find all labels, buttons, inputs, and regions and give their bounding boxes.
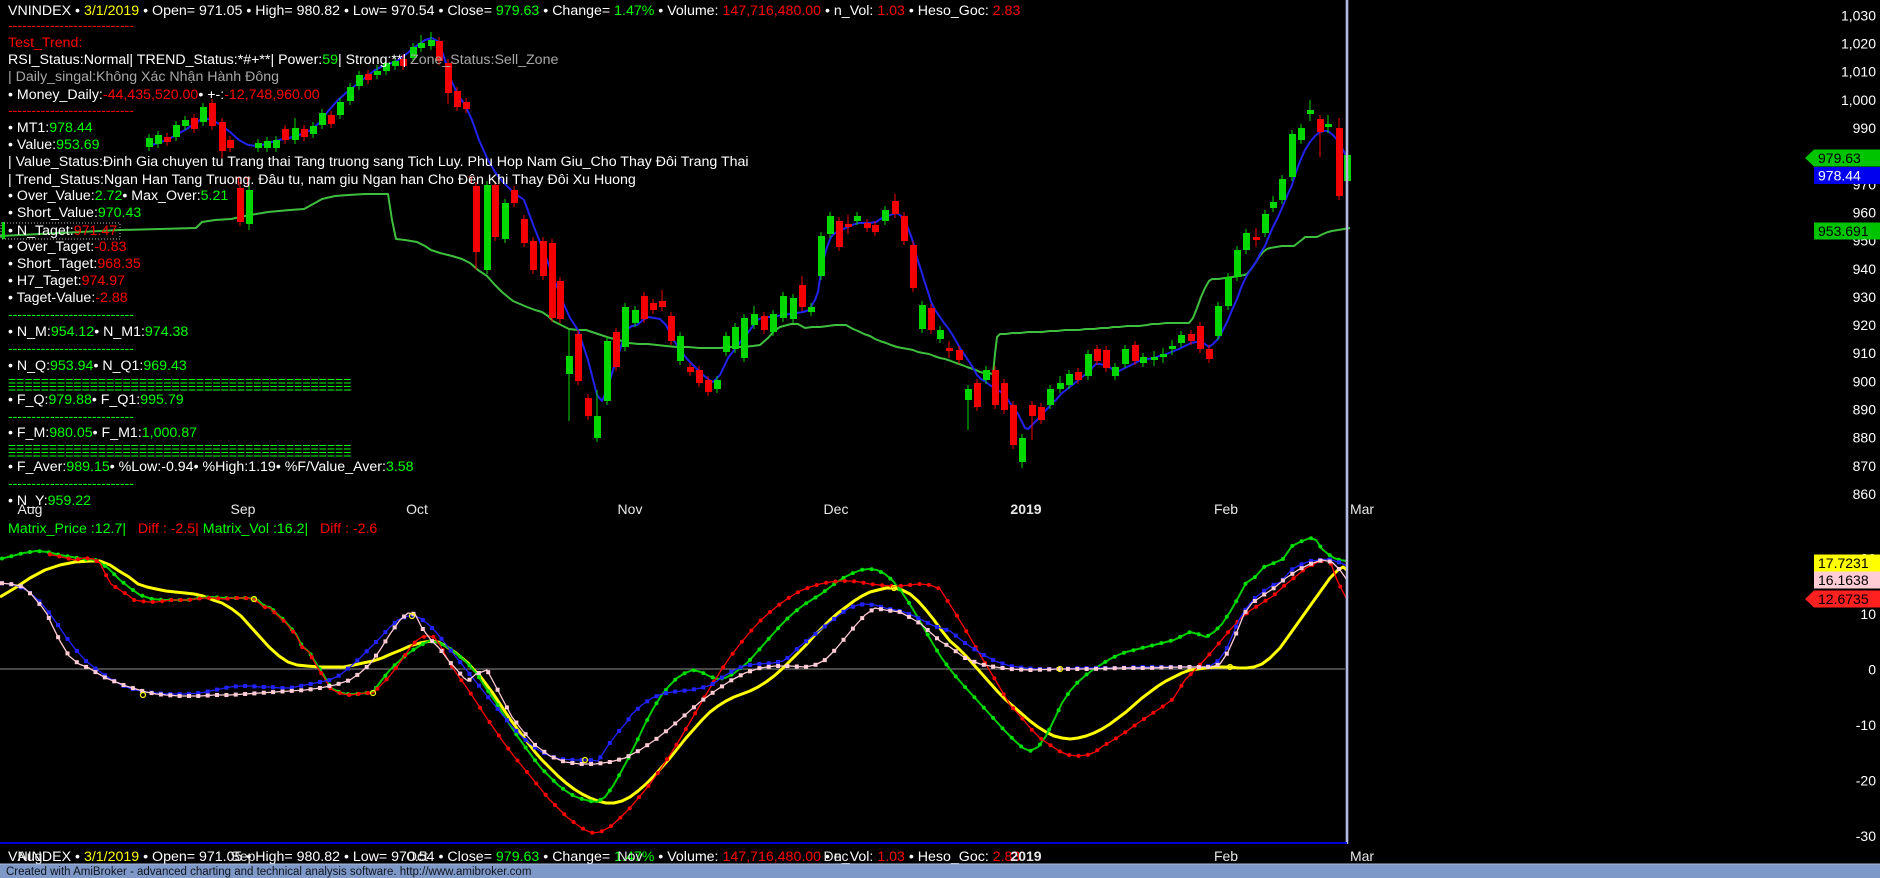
svg-text:• N_Taget:971.47: • N_Taget:971.47 [8, 223, 117, 239]
svg-text:• H7_Taget:974.97: • H7_Taget:974.97 [8, 273, 125, 289]
svg-text:---------------------------: --------------------------- [8, 17, 134, 33]
svg-text:• Over_Value:2.72• Max_Over:5.: • Over_Value:2.72• Max_Over:5.21 [8, 188, 228, 204]
svg-text:978.44: 978.44 [1818, 168, 1861, 184]
svg-text:-30: -30 [1856, 828, 1876, 844]
svg-text:VNINDEX • 3/1/2019 • Open= 971: VNINDEX • 3/1/2019 • Open= 971.05 • High… [8, 3, 1020, 19]
svg-text:| Value_Status:Đinh Gia chuyen: | Value_Status:Đinh Gia chuyen tu Trang … [8, 154, 749, 170]
svg-text:• Over_Taget:-0.83: • Over_Taget:-0.83 [8, 239, 127, 255]
svg-text:0: 0 [1868, 662, 1876, 678]
svg-text:Nov: Nov [618, 501, 643, 517]
svg-text:12.6735: 12.6735 [1818, 591, 1869, 607]
svg-text:==============================: ========================================… [8, 446, 351, 462]
svg-text:---------------------------: --------------------------- [8, 475, 134, 491]
svg-text:T: T [468, 175, 475, 187]
svg-text:960: 960 [1853, 204, 1877, 220]
svg-text:• N_Q:953.94• N_Q1:969.43: • N_Q:953.94• N_Q1:969.43 [8, 358, 187, 374]
svg-text:T T: T T [235, 176, 251, 188]
svg-text:Sep: Sep [231, 501, 256, 517]
svg-text:• Value:953.69: • Value:953.69 [8, 137, 100, 153]
svg-text:---------------------------: --------------------------- [8, 408, 134, 424]
svg-text:• N_Y:959.22: • N_Y:959.22 [8, 493, 91, 509]
svg-text:920: 920 [1853, 317, 1877, 333]
svg-text:---------------------------: --------------------------- [8, 306, 134, 322]
svg-text:1,010: 1,010 [1841, 64, 1876, 80]
svg-text:• Taget-Value:-2.88: • Taget-Value:-2.88 [8, 290, 128, 306]
svg-text:Dec: Dec [824, 848, 849, 864]
svg-text:• Short_Taget:968.35: • Short_Taget:968.35 [8, 256, 141, 272]
svg-text:Oct: Oct [406, 501, 428, 517]
svg-text:17.7231: 17.7231 [1818, 555, 1869, 571]
svg-text:953.691: 953.691 [1818, 223, 1869, 239]
svg-text:Aug: Aug [18, 848, 43, 864]
svg-text:Dec: Dec [824, 501, 849, 517]
svg-text:==============================: ========================================… [8, 373, 351, 389]
svg-text:VNINDEX • 3/1/2019 • Open= 971: VNINDEX • 3/1/2019 • Open= 971.05 • High… [8, 849, 1020, 865]
svg-text:| Daily_singal:Không Xác Nhận: | Daily_singal:Không Xác Nhận Hành Đông [8, 69, 279, 85]
svg-text:940: 940 [1853, 261, 1877, 277]
svg-text:==============================: ========================================… [8, 380, 351, 396]
svg-text:-20: -20 [1856, 773, 1876, 789]
svg-text:890: 890 [1853, 402, 1877, 418]
svg-text:Feb: Feb [1214, 848, 1238, 864]
svg-text:900: 900 [1853, 373, 1877, 389]
svg-text:• N_M:954.12• N_M1:974.38: • N_M:954.12• N_M1:974.38 [8, 324, 188, 340]
svg-text:10: 10 [1860, 606, 1876, 622]
svg-text:---------------------------: --------------------------- [8, 340, 134, 356]
svg-text:910: 910 [1853, 345, 1877, 361]
svg-text:Feb: Feb [1214, 501, 1238, 517]
svg-text:Aug: Aug [18, 501, 43, 517]
svg-text:870: 870 [1853, 458, 1877, 474]
svg-text:==============================: ========================================… [8, 439, 351, 455]
svg-text:Sep: Sep [231, 848, 256, 864]
svg-text:• Short_Value:970.43: • Short_Value:970.43 [8, 205, 141, 221]
svg-text:990: 990 [1853, 120, 1877, 136]
svg-text:RSI_Status:Normal| TREND_Statu: RSI_Status:Normal| TREND_Status:*#+**| P… [8, 52, 558, 68]
svg-text:Oct: Oct [406, 848, 428, 864]
svg-text:2019: 2019 [1010, 848, 1041, 864]
svg-text:2019: 2019 [1010, 501, 1041, 517]
svg-text:---------------------------: --------------------------- [8, 102, 134, 118]
svg-text:Created with AmiBroker - advan: Created with AmiBroker - advanced charti… [6, 866, 531, 878]
svg-text:Mar: Mar [1350, 848, 1374, 864]
svg-text:Nov: Nov [618, 848, 643, 864]
svg-text:1,030: 1,030 [1841, 7, 1876, 23]
svg-text:• F_M:980.05• F_M1:1,000.87: • F_M:980.05• F_M1:1,000.87 [8, 425, 197, 441]
svg-text:Test_Trend:: Test_Trend: [8, 35, 82, 51]
svg-text:• F_Aver:989.15• %Low:-0.94• %: • F_Aver:989.15• %Low:-0.94• %High:1.19•… [8, 459, 414, 475]
svg-text:880: 880 [1853, 430, 1877, 446]
svg-text:Mar: Mar [1350, 501, 1374, 517]
svg-text:• Money_Daily:-44,435,520.00•: • Money_Daily:-44,435,520.00• +-:-12,748… [8, 87, 320, 103]
svg-text:• F_Q:979.88• F_Q1:995.79: • F_Q:979.88• F_Q1:995.79 [8, 392, 184, 408]
svg-text:16.1638: 16.1638 [1818, 572, 1869, 588]
svg-text:1,020: 1,020 [1841, 36, 1876, 52]
svg-text:860: 860 [1853, 486, 1877, 502]
svg-text:1,000: 1,000 [1841, 92, 1876, 108]
svg-text:Matrix_Price :12.7| Diff : -: Matrix_Price :12.7| Diff : -2.5| Matrix_… [8, 521, 377, 537]
svg-text:• MT1:978.44: • MT1:978.44 [8, 120, 93, 136]
svg-text:930: 930 [1853, 289, 1877, 305]
svg-text:| Trend_Status:Ngan Han Tang T: | Trend_Status:Ngan Han Tang Truong. Đâu… [8, 172, 636, 188]
svg-text:-10: -10 [1856, 717, 1876, 733]
svg-text:979.63: 979.63 [1818, 150, 1861, 166]
